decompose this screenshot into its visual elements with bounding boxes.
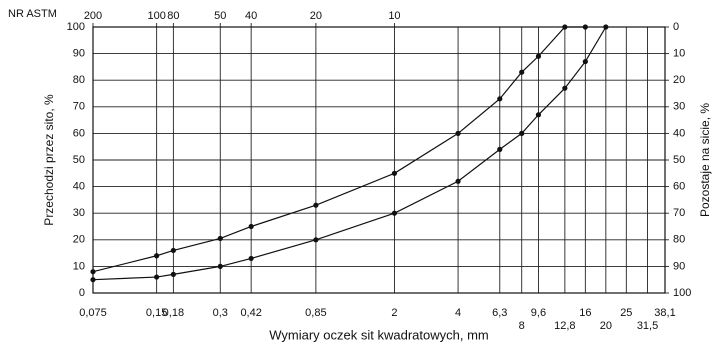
y2-tick-label: 60 [673, 181, 685, 193]
x2-tick-label: 200 [84, 10, 102, 22]
y-tick-label: 90 [73, 48, 85, 60]
y-tick-label: 80 [73, 74, 85, 86]
data-point [90, 277, 96, 283]
y2-tick-label: 10 [673, 48, 685, 60]
y2-tick-label: 50 [673, 154, 685, 166]
x-tick-label: 0,42 [240, 307, 261, 319]
data-point [497, 96, 503, 102]
y-tick-label: 100 [67, 21, 85, 33]
data-point [497, 146, 503, 152]
data-point [217, 263, 223, 269]
x-tick-label: 25 [620, 307, 632, 319]
y2-tick-label: 70 [673, 207, 685, 219]
y-tick-label: 10 [73, 260, 85, 272]
x-tick-label: 0,15 [146, 307, 167, 319]
y-tick-label: 70 [73, 101, 85, 113]
data-point [562, 24, 568, 30]
data-point [313, 202, 319, 208]
y2-axis-title: Pozostaje na sicie, % [698, 103, 712, 217]
data-point [603, 24, 609, 30]
y2-tick-label: 20 [673, 74, 685, 86]
y-tick-label: 0 [79, 287, 85, 299]
x-tick-label: 2 [391, 307, 397, 319]
data-point [154, 253, 160, 259]
data-point [455, 130, 461, 136]
data-point [562, 85, 568, 91]
x-tick-label: 16 [579, 307, 591, 319]
data-point [248, 255, 254, 262]
data-point [582, 58, 588, 65]
x2-tick-label: 100 [147, 10, 165, 22]
y-tick-label: 30 [73, 207, 85, 219]
y-tick-label: 40 [73, 181, 85, 193]
data-point [535, 53, 542, 59]
x-tick-label: 0,075 [79, 307, 107, 319]
y2-tick-label: 90 [673, 260, 685, 272]
x2-tick-label: 20 [310, 10, 322, 22]
x-tick-label: 0,18 [163, 307, 184, 319]
x2-tick-label: 50 [214, 10, 226, 22]
data-point [391, 210, 398, 216]
x-axis-title: Wymiary oczek sit kwadratowych, mm [269, 327, 488, 342]
x-tick-label: 9,6 [531, 307, 546, 319]
x-tick-label: 0,85 [305, 307, 326, 319]
y-tick-label: 60 [73, 127, 85, 139]
data-point [313, 237, 319, 243]
data-point [391, 170, 398, 176]
data-point [170, 271, 176, 277]
y2-tick-label: 30 [673, 101, 685, 113]
data-point [170, 247, 176, 254]
grading-curve [92, 26, 586, 273]
data-point [519, 130, 525, 136]
x2-tick-label: 40 [245, 10, 257, 22]
data-point [582, 24, 588, 30]
x-tick-label: 8 [519, 320, 525, 332]
y-tick-label: 50 [73, 154, 85, 166]
x-tick-label: 6,3 [492, 307, 507, 319]
x-tick-label: 31,5 [637, 320, 658, 332]
data-point [535, 112, 542, 118]
data-point [248, 223, 254, 230]
x-tick-label: 20 [600, 320, 612, 332]
x2-tick-label: 80 [167, 10, 179, 22]
y-axis-title: Przechodzi przez sito, % [42, 94, 56, 226]
y-tick-label: 20 [73, 234, 85, 246]
data-point [519, 69, 525, 75]
data-point [455, 178, 461, 184]
y2-tick-label: 100 [673, 287, 691, 299]
x2-tick-label: 10 [388, 10, 400, 22]
x2-axis-title: NR ASTM [8, 8, 57, 20]
y2-tick-label: 40 [673, 127, 685, 139]
y2-tick-label: 80 [673, 234, 685, 246]
x-tick-label: 4 [455, 307, 461, 319]
plot-frame [92, 26, 666, 294]
data-point [90, 269, 96, 275]
x-tick-label: 12,8 [554, 320, 575, 332]
x-tick-label: 0,3 [213, 307, 228, 319]
grading-curve [92, 26, 607, 281]
y2-tick-label: 0 [673, 21, 679, 33]
x-tick-label: 38,1 [654, 307, 675, 319]
data-point [217, 235, 223, 242]
data-point [154, 274, 160, 280]
